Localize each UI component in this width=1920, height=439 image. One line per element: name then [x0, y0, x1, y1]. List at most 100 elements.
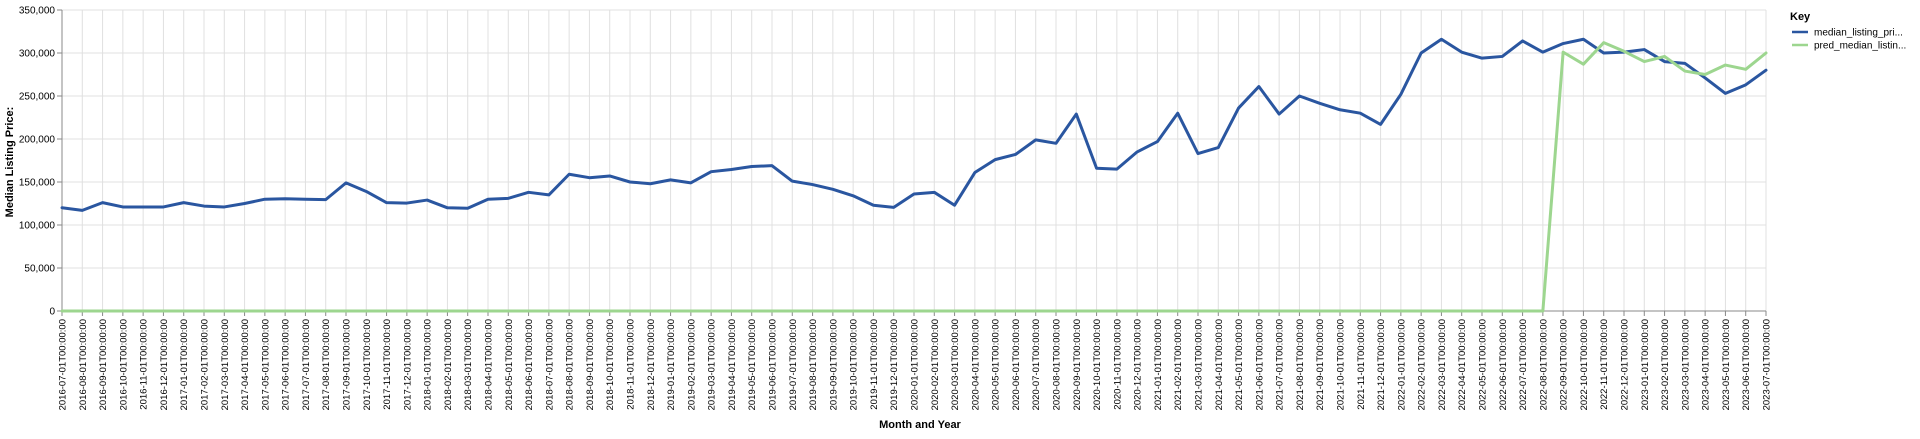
y-tick-label: 50,000: [24, 264, 55, 275]
legend-title: Key: [1790, 11, 1811, 23]
x-tick-label: 2017-02-01T00:00:00: [200, 319, 211, 410]
x-tick-label: 2023-07-01T00:00:00: [1762, 319, 1773, 410]
x-tick-label: 2017-12-01T00:00:00: [402, 319, 413, 410]
x-tick-label: 2016-10-01T00:00:00: [118, 319, 129, 410]
x-tick-label: 2021-10-01T00:00:00: [1336, 319, 1347, 410]
x-tick-label: 2021-06-01T00:00:00: [1254, 319, 1265, 410]
x-tick-label: 2017-09-01T00:00:00: [342, 319, 353, 410]
legend: Key median_listing_pri... pred_median_lis…: [1790, 11, 1906, 52]
x-tick-label: 2021-08-01T00:00:00: [1295, 319, 1306, 410]
x-tick-label: 2022-05-01T00:00:00: [1478, 319, 1489, 410]
x-tick-label: 2017-04-01T00:00:00: [240, 319, 251, 410]
legend-label: pred_median_listin...: [1814, 41, 1906, 52]
x-tick-label: 2020-07-01T00:00:00: [1031, 319, 1042, 410]
x-tick-label: 2019-12-01T00:00:00: [889, 319, 900, 410]
y-axis-title: Median Listing Price:: [4, 107, 16, 218]
x-tick-label: 2018-01-01T00:00:00: [423, 319, 434, 410]
x-tick-label: 2023-01-01T00:00:00: [1640, 319, 1651, 410]
x-tick-label: 2023-03-01T00:00:00: [1680, 319, 1691, 410]
x-tick-label: 2019-08-01T00:00:00: [808, 319, 819, 410]
x-tick-label: 2023-06-01T00:00:00: [1741, 319, 1752, 410]
x-tick-label: 2018-02-01T00:00:00: [443, 319, 454, 410]
x-tick-label: 2020-11-01T00:00:00: [1112, 319, 1123, 410]
y-tick-label: 300,000: [19, 49, 56, 60]
x-tick-label: 2020-02-01T00:00:00: [930, 319, 941, 410]
legend-items: median_listing_pri... pred_median_listin.…: [1792, 28, 1906, 52]
x-tick-label: 2021-12-01T00:00:00: [1376, 319, 1387, 410]
x-tick-label: 2022-02-01T00:00:00: [1417, 319, 1428, 410]
pred-median-listing-price-line: [60, 41, 1768, 313]
x-tick-label: 2017-07-01T00:00:00: [301, 319, 312, 410]
x-tick-label: 2018-11-01T00:00:00: [626, 319, 637, 410]
x-tick-label: 2019-05-01T00:00:00: [747, 319, 758, 410]
x-tick-label: 2016-12-01T00:00:00: [159, 319, 170, 410]
x-tick-label: 2017-03-01T00:00:00: [220, 319, 231, 410]
x-tick-label: 2016-09-01T00:00:00: [98, 319, 109, 410]
x-tick-label: 2019-09-01T00:00:00: [828, 319, 839, 410]
gridlines: [61, 9, 1767, 312]
x-tick-label: 2020-09-01T00:00:00: [1072, 319, 1083, 410]
x-tick-label: 2022-10-01T00:00:00: [1579, 319, 1590, 410]
y-tick-label: 200,000: [19, 135, 56, 146]
x-tick-label: 2018-09-01T00:00:00: [585, 319, 596, 410]
x-tick-label: 2016-08-01T00:00:00: [78, 319, 89, 410]
x-tick-label: 2017-08-01T00:00:00: [321, 319, 332, 410]
series-lines: [60, 37, 1768, 313]
x-tick-label: 2021-02-01T00:00:00: [1173, 319, 1184, 410]
x-tick-label: 2018-03-01T00:00:00: [463, 319, 474, 410]
legend-label: median_listing_pri...: [1814, 28, 1903, 39]
x-tick-label: 2020-03-01T00:00:00: [950, 319, 961, 410]
x-tick-label: 2021-09-01T00:00:00: [1315, 319, 1326, 410]
y-tick-label: 0: [49, 307, 55, 318]
x-tick-label: 2023-05-01T00:00:00: [1721, 319, 1732, 410]
x-tick-label: 2018-08-01T00:00:00: [565, 319, 576, 410]
x-tick-label: 2020-05-01T00:00:00: [991, 319, 1002, 410]
x-tick-label: 2022-03-01T00:00:00: [1437, 319, 1448, 410]
x-tick-label: 2016-07-01T00:00:00: [58, 319, 69, 410]
x-tick-label: 2021-05-01T00:00:00: [1234, 319, 1245, 410]
x-tick-label: 2020-10-01T00:00:00: [1092, 319, 1103, 410]
x-tick-label: 2018-07-01T00:00:00: [544, 319, 555, 410]
x-tick-label: 2019-07-01T00:00:00: [788, 319, 799, 410]
x-tick-label: 2022-01-01T00:00:00: [1396, 319, 1407, 410]
median-listing-price-line: [60, 37, 1768, 212]
x-tick-label: 2022-11-01T00:00:00: [1599, 319, 1610, 410]
y-tick-label: 350,000: [19, 6, 56, 17]
y-tick-label: 150,000: [19, 178, 56, 189]
x-tick-label: 2021-11-01T00:00:00: [1356, 319, 1367, 410]
x-tick-label: 2017-10-01T00:00:00: [362, 319, 373, 410]
x-tick-label: 2019-04-01T00:00:00: [727, 319, 738, 410]
x-tick-label: 2018-04-01T00:00:00: [484, 319, 495, 410]
x-tick-label: 2019-06-01T00:00:00: [768, 319, 779, 410]
x-tick-label: 2019-01-01T00:00:00: [666, 319, 677, 410]
x-tick-label: 2019-10-01T00:00:00: [849, 319, 860, 410]
axes: 0 50,000 100,000 150,000 200,000 250,000 300,0…: [19, 6, 1773, 411]
x-tick-label: 2022-06-01T00:00:00: [1498, 319, 1509, 410]
x-axis-title: Month and Year: [879, 419, 961, 431]
x-tick-label: 2022-08-01T00:00:00: [1538, 319, 1549, 410]
x-tick-label: 2022-04-01T00:00:00: [1457, 319, 1468, 410]
x-tick-label: 2022-12-01T00:00:00: [1620, 319, 1631, 410]
x-tick-label: 2021-03-01T00:00:00: [1194, 319, 1205, 410]
x-tick-label: 2019-11-01T00:00:00: [869, 319, 880, 410]
x-tick-label: 2020-06-01T00:00:00: [1011, 319, 1022, 410]
x-tick-label: 2022-09-01T00:00:00: [1559, 319, 1570, 410]
x-tick-label: 2021-04-01T00:00:00: [1214, 319, 1225, 410]
y-tick-label: 250,000: [19, 92, 56, 103]
x-tick-label: 2023-02-01T00:00:00: [1660, 319, 1671, 410]
x-tick-label: 2022-07-01T00:00:00: [1518, 319, 1529, 410]
x-tick-label: 2019-03-01T00:00:00: [707, 319, 718, 410]
x-tick-label: 2020-12-01T00:00:00: [1133, 319, 1144, 410]
x-tick-label: 2018-10-01T00:00:00: [605, 319, 616, 410]
x-tick-label: 2018-12-01T00:00:00: [646, 319, 657, 410]
x-tick-label: 2017-11-01T00:00:00: [382, 319, 393, 410]
x-tick-label: 2020-08-01T00:00:00: [1052, 319, 1063, 410]
x-tick-label: 2017-01-01T00:00:00: [179, 319, 190, 410]
x-tick-label: 2018-06-01T00:00:00: [524, 319, 535, 410]
x-tick-label: 2021-07-01T00:00:00: [1275, 319, 1286, 410]
y-tick-label: 100,000: [19, 221, 56, 232]
x-tick-label: 2019-02-01T00:00:00: [686, 319, 697, 410]
x-tick-label: 2020-04-01T00:00:00: [970, 319, 981, 410]
